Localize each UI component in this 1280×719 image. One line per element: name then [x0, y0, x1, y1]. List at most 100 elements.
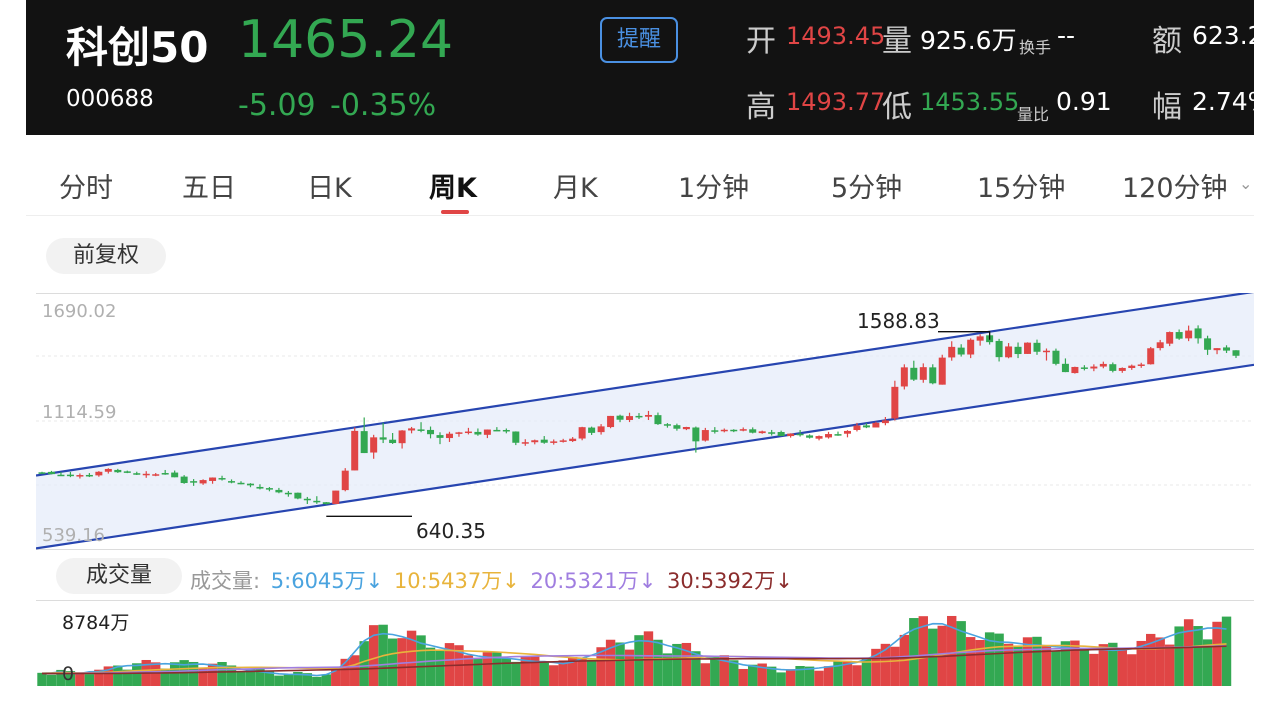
- candle-body: [843, 430, 851, 434]
- tab-five-day[interactable]: 五日: [182, 173, 236, 204]
- candle-body: [938, 357, 946, 385]
- high-value: 1493.77: [786, 88, 886, 116]
- volume-bar: [738, 668, 748, 686]
- volume-bar: [94, 669, 104, 686]
- candle-body: [161, 473, 169, 475]
- volume-bar: [169, 662, 180, 686]
- volume-bar: [350, 655, 360, 686]
- candle-body: [1204, 338, 1212, 350]
- volume-bar: [586, 659, 597, 686]
- candle-body: [502, 429, 510, 432]
- channel-lower-line: [36, 363, 1254, 550]
- volume-bar: [1032, 636, 1042, 686]
- candle-body: [825, 434, 833, 438]
- volume-bar: [1117, 648, 1127, 686]
- candle-body: [919, 367, 927, 380]
- volume-bar: [1212, 621, 1222, 686]
- volume-indicator-button[interactable]: 成交量: [56, 558, 182, 594]
- volume-bar: [160, 668, 170, 686]
- volume-bar: [1060, 641, 1071, 686]
- candle-body: [663, 424, 671, 426]
- volume-bar: [1089, 653, 1099, 686]
- adjust-button[interactable]: 前复权: [46, 238, 166, 274]
- candle-body: [929, 367, 937, 384]
- candle-body: [569, 438, 577, 442]
- volume-bar: [226, 665, 237, 686]
- tab-5min[interactable]: 5分钟: [831, 173, 903, 204]
- candle-body: [1061, 363, 1069, 373]
- volume-bar: [776, 672, 786, 686]
- volume-bar: [710, 656, 720, 686]
- volume-bar: [766, 666, 777, 686]
- volume-bar: [207, 663, 218, 686]
- volume-bar: [274, 675, 284, 686]
- volume-bar: [255, 668, 265, 686]
- candle-body: [891, 386, 899, 419]
- candlestick-chart[interactable]: [36, 293, 1254, 551]
- volume-bar: [814, 670, 824, 686]
- candle-body: [796, 433, 804, 436]
- volume-bar: [947, 615, 957, 686]
- volume-bar: [994, 633, 1004, 686]
- candle-body: [806, 435, 814, 438]
- volume-bar: [596, 647, 606, 686]
- candle-body: [123, 471, 131, 473]
- candle-body: [834, 434, 842, 436]
- volume-bar: [795, 665, 805, 686]
- candle-body: [303, 498, 311, 501]
- candle-body: [199, 480, 207, 484]
- candle-body: [237, 482, 245, 485]
- volume-bar: [1098, 644, 1109, 686]
- stock-name: 科创50: [66, 23, 209, 72]
- chevron-down-icon[interactable]: ⌄: [1239, 174, 1253, 193]
- candle-body: [626, 416, 634, 420]
- candle-body: [910, 367, 918, 380]
- tab-1min[interactable]: 1分钟: [678, 173, 750, 204]
- candle-body: [1137, 364, 1145, 366]
- volume-bar: [293, 671, 303, 686]
- candle-body: [1109, 364, 1117, 371]
- tab-monthly-k[interactable]: 月K: [553, 173, 598, 204]
- volume-bar: [501, 658, 512, 686]
- low-value: 1453.55: [920, 88, 1020, 116]
- open-label: 开: [746, 24, 776, 59]
- volume-bar: [653, 639, 663, 686]
- volume-chart[interactable]: [36, 600, 1254, 688]
- tab-fenshi[interactable]: 分时: [59, 173, 113, 204]
- active-tab-indicator: [441, 210, 469, 214]
- vol-ratio-value: 0.91: [1056, 87, 1112, 116]
- candle-body: [114, 469, 122, 473]
- alert-button[interactable]: 提醒: [600, 17, 678, 63]
- ma20-legend: 20:5321万↓: [530, 569, 657, 593]
- candle-body: [322, 502, 330, 505]
- candle-body: [512, 431, 520, 443]
- volume-bar: [890, 646, 900, 686]
- tab-15min[interactable]: 15分钟: [977, 173, 1066, 204]
- volume-ma-legend: 成交量: 5:6045万↓ 10:5437万↓ 20:5321万↓ 30:539…: [190, 565, 797, 595]
- candle-body: [445, 433, 453, 439]
- candle-body: [427, 429, 435, 435]
- volume-bar: [406, 630, 417, 686]
- candle-body: [38, 472, 46, 474]
- volume-bar: [113, 665, 123, 686]
- candle-body: [228, 481, 236, 483]
- tab-120min[interactable]: 120分钟: [1122, 173, 1228, 204]
- volume-bar: [1041, 646, 1052, 686]
- volume-bar: [132, 663, 142, 686]
- candle-body: [436, 435, 444, 438]
- channel-upper-line: [36, 293, 1254, 477]
- candle-body: [654, 415, 662, 425]
- volume-bar: [956, 621, 966, 686]
- tab-weekly-k[interactable]: 周K: [429, 173, 477, 204]
- candle-body: [417, 429, 425, 431]
- volume-bar: [1193, 626, 1203, 686]
- volume-bar: [1164, 644, 1175, 686]
- volume-bar: [984, 632, 995, 686]
- volume-bar: [340, 658, 350, 686]
- candle-body: [370, 437, 378, 453]
- turnover-label: 换手: [1019, 38, 1052, 57]
- high-annotation: 1588.83: [857, 309, 940, 333]
- volume-bar: [245, 669, 256, 686]
- tab-daily-k[interactable]: 日K: [307, 173, 352, 204]
- volume-ma-20-line: [41, 645, 1227, 675]
